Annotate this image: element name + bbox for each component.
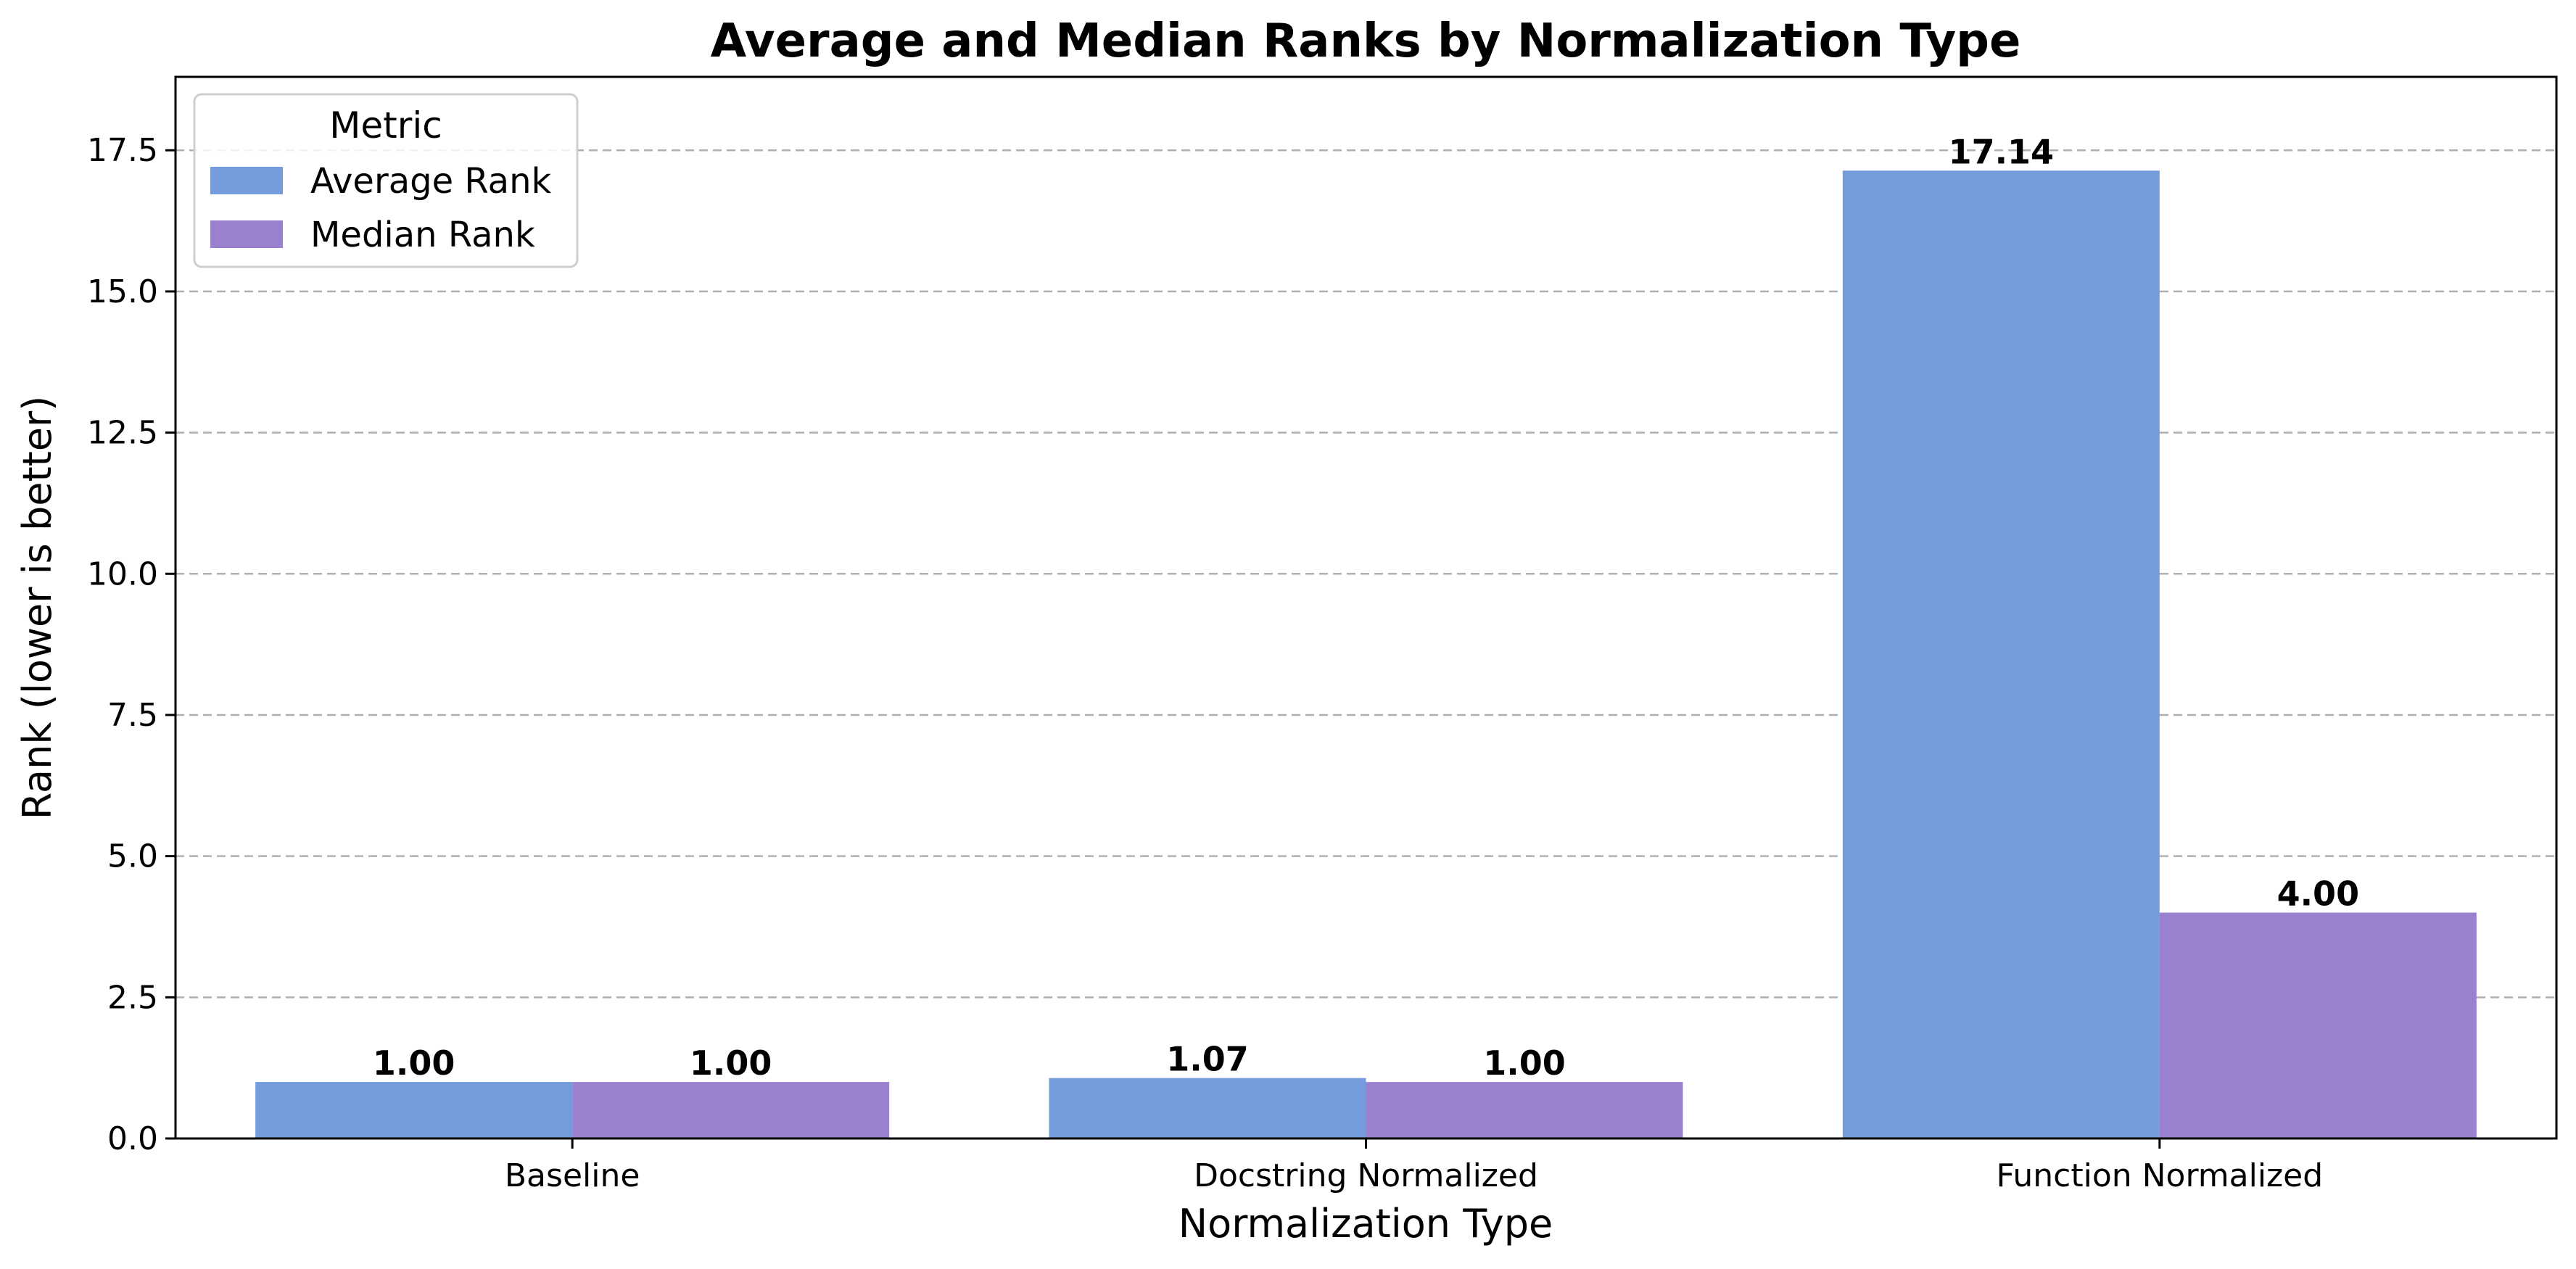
bar-average-rank [1049,1078,1366,1138]
y-tick-label: 10.0 [87,555,158,592]
legend-title: Metric [329,104,442,146]
x-tick-label: Docstring Normalized [1194,1157,1538,1194]
bar-average-rank [1842,170,2160,1139]
data-label-average-rank: 1.07 [1166,1040,1249,1079]
y-tick-label: 2.5 [107,979,158,1016]
bar-median-rank [572,1082,890,1138]
y-tick-label: 17.5 [87,132,158,169]
legend-swatch-average-rank [210,167,283,194]
y-tick-label: 12.5 [87,415,158,452]
x-tick-label: Baseline [505,1157,640,1194]
data-labels: 1.00 1.00 1.07 1.00 17.14 4.00 [373,132,2359,1083]
y-tick-label: 0.0 [107,1120,158,1157]
legend-box [193,93,579,268]
data-label-average-rank: 17.14 [1949,132,2055,171]
bar-median-rank [2159,912,2477,1138]
x-axis: Baseline Docstring Normalized Function Nor… [505,1138,2323,1194]
chart-title: Average and Median Ranks by Normalizatio… [711,15,2021,68]
bars [255,170,2477,1139]
y-tick-label: 5.0 [107,838,158,875]
x-axis-label: Normalization Type [1178,1201,1553,1247]
y-axis-label: Rank (lower is better) [15,396,60,820]
legend-label-median-rank: Median Rank [310,215,535,255]
data-label-median-rank: 4.00 [2277,875,2360,914]
x-tick-label: Function Normalized [1997,1157,2324,1194]
data-label-average-rank: 1.00 [373,1043,455,1083]
data-label-median-rank: 1.00 [690,1043,772,1083]
data-label-median-rank: 1.00 [1483,1043,1566,1083]
bar-median-rank [1366,1082,1683,1138]
bar-average-rank [255,1082,573,1138]
legend: Metric Average Rank Median Rank [193,93,579,268]
y-tick-label: 15.0 [87,273,158,310]
gridlines [176,149,2556,999]
y-axis: 0.0 2.5 5.0 7.5 10.0 12.5 15.0 17.5 [87,132,176,1157]
legend-label-average-rank: Average Rank [310,161,552,202]
legend-swatch-median-rank [210,220,283,248]
y-tick-label: 7.5 [107,697,158,734]
